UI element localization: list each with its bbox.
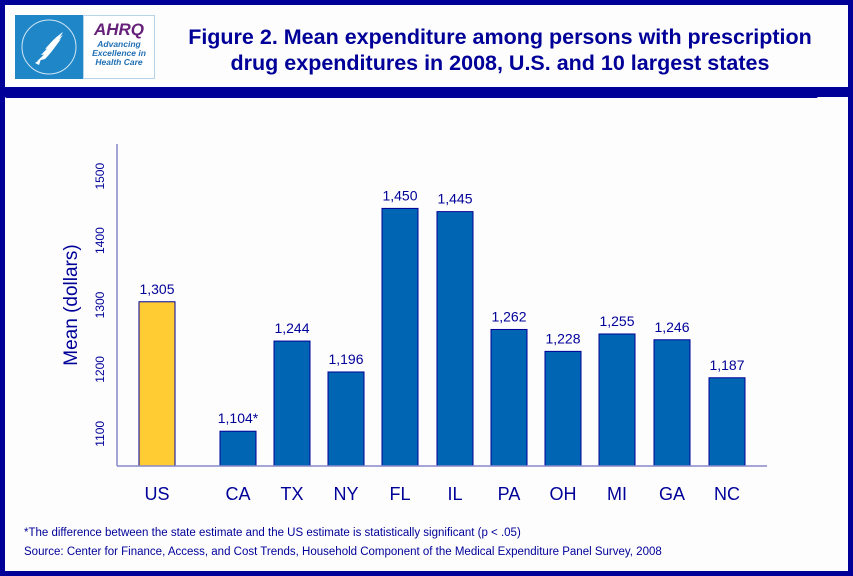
x-tick-label-tx: TX — [280, 484, 303, 504]
x-tick-label-oh: OH — [550, 484, 577, 504]
ahrq-wordmark: AHRQ — [93, 20, 145, 39]
x-tick-label-il: IL — [447, 484, 462, 504]
source-footnote: Source: Center for Finance, Access, and … — [24, 546, 662, 558]
chart-title: Figure 2. Mean expenditure among persons… — [160, 24, 840, 76]
x-tick-label-pa: PA — [498, 484, 521, 504]
bar-ca — [219, 430, 257, 467]
chart-title-line-2: drug expenditures in 2008, U.S. and 10 l… — [230, 51, 770, 75]
bar-ny — [327, 371, 365, 467]
ahrq-logo: AHRQ Advancing Excellence in Health Care — [83, 15, 155, 79]
x-tick-label-nc: NC — [714, 484, 740, 504]
bar-pa — [490, 328, 528, 467]
data-label-mi: 1,255 — [599, 313, 634, 329]
y-axis-label: Mean (dollars) — [61, 244, 82, 365]
data-label-fl: 1,450 — [382, 187, 417, 203]
bar-il — [436, 211, 474, 467]
bar-tx — [273, 340, 311, 467]
bar-mi — [598, 333, 636, 467]
x-tick-label-ca: CA — [225, 484, 250, 504]
data-label-nc: 1,187 — [709, 357, 744, 373]
data-label-tx: 1,244 — [274, 320, 309, 336]
x-tick-label-ny: NY — [333, 484, 358, 504]
data-label-il: 1,445 — [437, 191, 472, 207]
title-divider — [5, 93, 818, 98]
x-tick-label-fl: FL — [389, 484, 410, 504]
chart-title-line-1: Figure 2. Mean expenditure among persons… — [188, 25, 812, 49]
bar-oh — [544, 350, 582, 467]
bar-fl — [381, 207, 419, 467]
bar-ga — [653, 339, 691, 467]
y-tick-label: 1400 — [93, 227, 107, 254]
ahrq-tagline-2: Excellence in — [92, 48, 146, 58]
significance-footnote: *The difference between the state estima… — [24, 527, 521, 539]
hhs-seal-icon — [15, 15, 83, 79]
data-label-ca: 1,104* — [218, 410, 259, 426]
logo-group: AHRQ Advancing Excellence in Health Care — [15, 15, 155, 79]
x-tick-label-ga: GA — [659, 484, 685, 504]
bar-us — [138, 301, 176, 467]
data-label-us: 1,305 — [139, 281, 174, 297]
y-tick-label: 1500 — [93, 163, 107, 190]
y-tick-label: 1100 — [93, 421, 107, 447]
x-tick-label-us: US — [144, 484, 169, 504]
bar-nc — [708, 377, 746, 467]
ahrq-tagline-3: Health Care — [95, 57, 143, 67]
y-tick-label: 1300 — [93, 291, 107, 318]
data-label-ny: 1,196 — [328, 351, 363, 367]
data-label-pa: 1,262 — [491, 308, 526, 324]
y-tick-label: 1200 — [93, 356, 107, 383]
data-label-oh: 1,228 — [545, 330, 580, 346]
ahrq-tagline-1: Advancing — [97, 39, 141, 49]
data-label-ga: 1,246 — [654, 319, 689, 335]
x-tick-label-mi: MI — [607, 484, 627, 504]
